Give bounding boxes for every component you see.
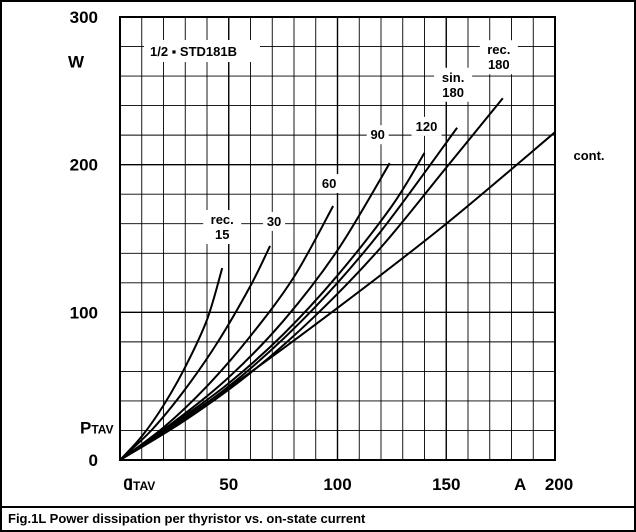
series-label-bg bbox=[203, 210, 242, 245]
series-line-5 bbox=[119, 127, 458, 461]
series-line-3 bbox=[119, 162, 391, 461]
series-label: 180 bbox=[442, 85, 464, 100]
series-line-7 bbox=[119, 131, 556, 461]
y-tick-label: 100 bbox=[70, 303, 98, 322]
series-label-bg bbox=[479, 40, 518, 75]
x-symbol-label: ITAV bbox=[128, 475, 155, 494]
series-label-bg bbox=[263, 211, 286, 231]
x-tick-label: 0 bbox=[123, 475, 132, 494]
y-tick-label: 300 bbox=[70, 8, 98, 27]
series-label: sin. bbox=[442, 70, 464, 85]
device-label-group: 1/2 ▪ STD181B bbox=[144, 40, 260, 62]
series-label: rec. bbox=[487, 42, 510, 57]
power-dissipation-chart: 1/2 ▪ STD181Brec.15306090120sin.180rec.1… bbox=[68, 8, 612, 494]
y-tick-label: 200 bbox=[70, 156, 98, 175]
x-tick-label: 50 bbox=[219, 475, 238, 494]
x-tick-label: 150 bbox=[432, 475, 460, 494]
series-label-bg bbox=[566, 146, 612, 166]
series-label: 30 bbox=[267, 214, 281, 229]
series-label: 60 bbox=[322, 176, 336, 191]
series-label-bg bbox=[434, 67, 473, 102]
series-line-2 bbox=[119, 205, 335, 461]
series-label: 90 bbox=[370, 127, 384, 142]
series-label: 120 bbox=[416, 119, 438, 134]
x-tick-label: 200 bbox=[545, 475, 573, 494]
x-unit-label: A bbox=[514, 475, 526, 494]
plot-border bbox=[119, 16, 556, 461]
caption-bar: Fig.1L Power dissipation per thyristor v… bbox=[2, 506, 634, 530]
grid-lines bbox=[119, 16, 556, 461]
series-label: rec. bbox=[211, 212, 234, 227]
y-tick-label: 0 bbox=[89, 451, 98, 470]
device-label-bg bbox=[144, 40, 260, 62]
x-tick-labels: 0 50 100 150 200 bbox=[123, 475, 573, 494]
series-label-bg bbox=[366, 125, 389, 145]
figure-caption: Fig.1L Power dissipation per thyristor v… bbox=[8, 511, 366, 526]
y-symbol-label: PTAV bbox=[80, 419, 114, 438]
series-label: cont. bbox=[573, 148, 604, 163]
series-label-bg bbox=[318, 174, 341, 194]
y-tick-labels: 300 200 100 0 bbox=[70, 8, 98, 470]
series-line-1 bbox=[119, 245, 271, 461]
device-label: 1/2 ▪ STD181B bbox=[150, 44, 237, 59]
series-curves bbox=[119, 97, 556, 461]
x-tick-label: 100 bbox=[323, 475, 351, 494]
series-line-0 bbox=[119, 267, 224, 461]
series-label: 15 bbox=[215, 227, 229, 242]
series-line-4 bbox=[119, 152, 426, 461]
series-line-6 bbox=[119, 97, 504, 461]
series-label-bg bbox=[411, 116, 442, 136]
y-unit-label: W bbox=[68, 52, 85, 71]
series-label: 180 bbox=[488, 57, 510, 72]
